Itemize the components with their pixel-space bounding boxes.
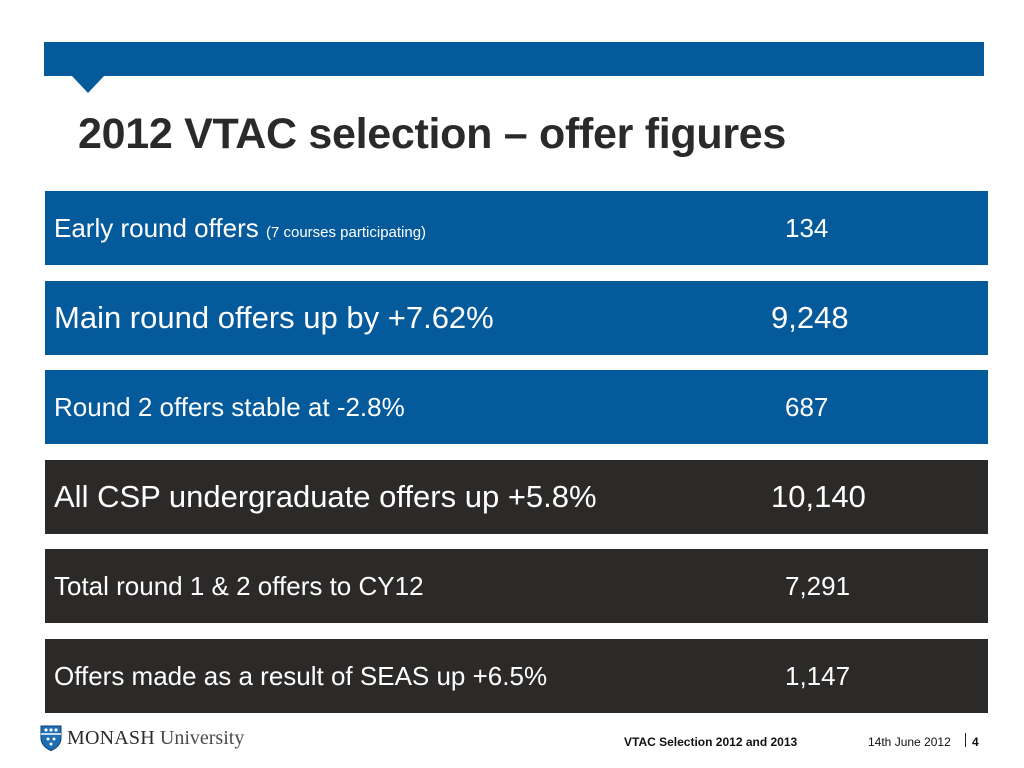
offer-row-round-2: Round 2 offers stable at -2.8% 687: [45, 370, 988, 444]
offer-row-value: 687: [785, 392, 829, 422]
offer-row-value: 134: [785, 213, 829, 243]
offer-row-value: 9,248: [771, 300, 849, 335]
offer-row-label: Round 2 offers stable at -2.8%: [54, 392, 405, 422]
monash-crest-icon: [40, 725, 62, 751]
offer-row-label: All CSP undergraduate offers up +5.8%: [54, 479, 597, 514]
offer-row-main-round: Main round offers up by +7.62% 9,248: [45, 281, 988, 355]
offer-row-early-round: Early round offers (7 courses participat…: [45, 191, 988, 265]
footer-page-number: 4: [972, 735, 979, 749]
header-bar: [44, 42, 984, 76]
offer-row-all-csp: All CSP undergraduate offers up +5.8% 10…: [45, 460, 988, 534]
offer-row-label: Early round offers (7 courses participat…: [54, 213, 427, 243]
monash-wordmark: MONASH University: [67, 727, 245, 749]
header-bar-notch: [72, 76, 104, 93]
offer-row-value: 10,140: [771, 479, 866, 514]
footer-divider: [965, 733, 966, 747]
offer-row-total-round-1-2: Total round 1 & 2 offers to CY12 7,291: [45, 549, 988, 623]
slide-title: 2012 VTAC selection – offer figures: [78, 110, 786, 158]
offer-row-note: (7 courses participating): [265, 224, 427, 241]
offer-row-value: 1,147: [785, 661, 851, 691]
offer-row-seas: Offers made as a result of SEAS up +6.5%…: [45, 639, 988, 713]
footer-date: 14th June 2012: [868, 735, 951, 749]
offer-row-value: 7,291: [785, 571, 851, 601]
offer-row-label: Offers made as a result of SEAS up +6.5%: [54, 661, 548, 691]
offer-row-label: Main round offers up by +7.62%: [54, 300, 494, 335]
offer-row-label: Total round 1 & 2 offers to CY12: [54, 571, 424, 601]
footer-presentation-title: VTAC Selection 2012 and 2013: [624, 735, 798, 749]
